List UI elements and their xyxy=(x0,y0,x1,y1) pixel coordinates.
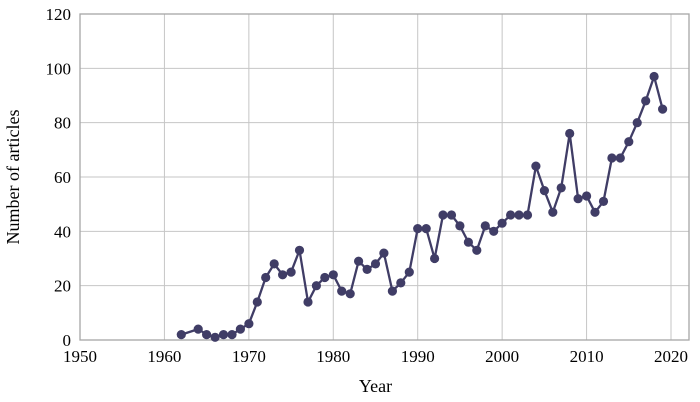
plot-frame xyxy=(79,13,690,341)
data-point xyxy=(370,259,381,269)
data-point xyxy=(218,330,229,340)
data-point xyxy=(624,137,634,147)
grid-layer xyxy=(79,13,689,341)
data-point xyxy=(278,270,288,280)
data-point xyxy=(396,278,406,288)
data-point xyxy=(210,332,220,342)
data-point xyxy=(244,319,254,329)
data-point xyxy=(235,324,245,334)
data-point xyxy=(548,207,558,217)
data-point xyxy=(438,210,448,220)
data-point xyxy=(404,267,414,277)
data-point xyxy=(354,256,364,266)
data-point xyxy=(455,221,465,231)
data-point xyxy=(337,286,347,296)
data-point xyxy=(472,245,482,255)
y-tick-label: 120 xyxy=(46,5,72,24)
data-point xyxy=(615,153,625,163)
data-point xyxy=(556,183,566,193)
data-point xyxy=(607,153,617,163)
data-point xyxy=(387,286,397,296)
x-tick-label: 1990 xyxy=(401,347,435,366)
data-point xyxy=(514,210,524,220)
y-tick-label: 20 xyxy=(54,277,71,296)
data-point xyxy=(303,297,313,307)
data-point xyxy=(286,267,296,277)
data-point xyxy=(328,270,338,280)
data-point xyxy=(565,128,575,139)
data-point xyxy=(497,218,507,228)
data-point xyxy=(573,194,583,204)
data-point xyxy=(446,210,457,220)
data-point xyxy=(480,221,490,231)
x-tick-label: 1970 xyxy=(232,347,266,366)
data-point xyxy=(261,272,271,283)
data-point xyxy=(463,237,473,247)
data-point xyxy=(345,289,355,299)
x-tick-label: 2010 xyxy=(570,347,604,366)
y-tick-label: 0 xyxy=(63,331,72,350)
data-point xyxy=(362,264,372,274)
data-point xyxy=(522,210,533,220)
data-point xyxy=(227,330,237,340)
x-tick-label: 1960 xyxy=(147,347,181,366)
data-point xyxy=(176,330,186,340)
x-tick-label: 2020 xyxy=(654,347,688,366)
data-point xyxy=(531,161,541,171)
data-point xyxy=(649,71,659,82)
x-tick-label: 2000 xyxy=(485,347,519,366)
data-point xyxy=(632,118,642,128)
series-line xyxy=(180,75,664,339)
data-point xyxy=(269,259,279,269)
data-point xyxy=(413,224,423,234)
y-tick-label: 40 xyxy=(54,222,71,241)
y-axis-title: Number of articles xyxy=(3,110,23,245)
data-point xyxy=(658,104,668,114)
data-point xyxy=(193,324,203,334)
x-axis-title: Year xyxy=(359,376,392,396)
data-point xyxy=(590,207,600,217)
data-point xyxy=(294,245,305,255)
data-point xyxy=(320,272,330,283)
plot-border xyxy=(79,13,690,341)
data-point xyxy=(421,224,431,234)
tick-label-layer: 0 20 40 60 80 100 120 1950 1960 1970 1980 1990 2000 2… xyxy=(46,5,689,366)
data-series-layer xyxy=(176,71,668,342)
data-point xyxy=(506,210,516,220)
data-point xyxy=(582,191,592,201)
data-point xyxy=(598,196,609,206)
data-point xyxy=(252,297,262,307)
y-tick-label: 80 xyxy=(54,114,71,133)
data-point xyxy=(379,248,389,258)
data-point xyxy=(641,96,651,106)
data-point xyxy=(539,186,550,196)
y-tick-label: 100 xyxy=(46,59,72,78)
data-point xyxy=(202,330,212,340)
data-point xyxy=(430,253,440,264)
data-point xyxy=(489,226,499,236)
x-tick-label: 1950 xyxy=(63,347,97,366)
x-tick-label: 1980 xyxy=(316,347,350,366)
data-point xyxy=(311,281,321,291)
y-tick-label: 60 xyxy=(54,168,71,187)
